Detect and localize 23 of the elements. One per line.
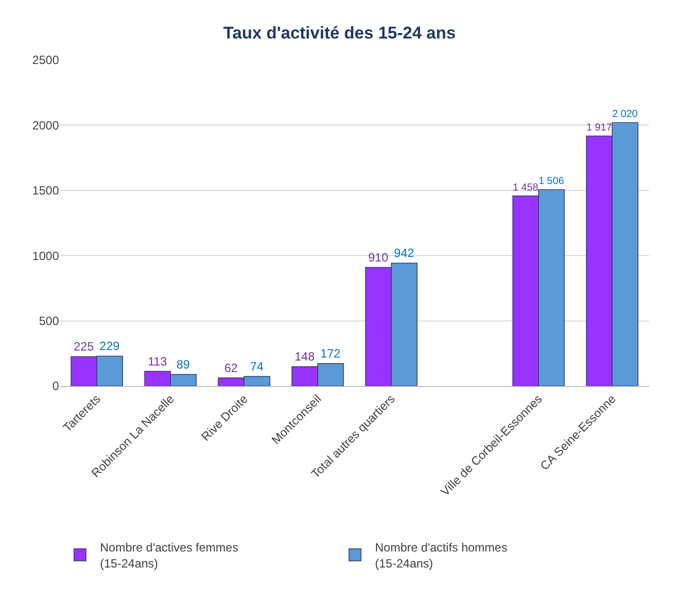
data-label: 225 bbox=[74, 340, 94, 354]
y-tick-label: 2500 bbox=[32, 53, 60, 68]
y-tick-label: 1000 bbox=[32, 248, 60, 263]
data-label: 942 bbox=[394, 246, 414, 260]
data-label: 910 bbox=[368, 250, 389, 264]
data-label: 1 917 bbox=[586, 122, 612, 134]
data-label: 89 bbox=[176, 357, 190, 372]
legend-label: Nombre d'actives femmes (15-24ans) bbox=[100, 540, 238, 570]
data-label: 2 020 bbox=[612, 109, 638, 120]
data-label: 229 bbox=[100, 339, 120, 354]
y-tick-label: 0 bbox=[52, 379, 60, 394]
legend-label: Nombre d'actifs hommes (15-24ans) bbox=[375, 540, 508, 570]
data-label: 148 bbox=[294, 350, 315, 364]
data-label: 74 bbox=[250, 359, 264, 374]
data-label: 1 506 bbox=[538, 176, 564, 188]
data-label: 62 bbox=[224, 360, 238, 375]
data-label: 172 bbox=[320, 346, 341, 361]
y-tick-label: 1500 bbox=[32, 184, 60, 198]
y-tick-label: 500 bbox=[38, 314, 60, 328]
data-label: 113 bbox=[148, 354, 168, 368]
chart-title: Taux d'activité des 15-24 ans bbox=[223, 23, 456, 42]
data-label: 1 458 bbox=[512, 182, 539, 194]
y-tick-label: 2000 bbox=[32, 118, 60, 132]
